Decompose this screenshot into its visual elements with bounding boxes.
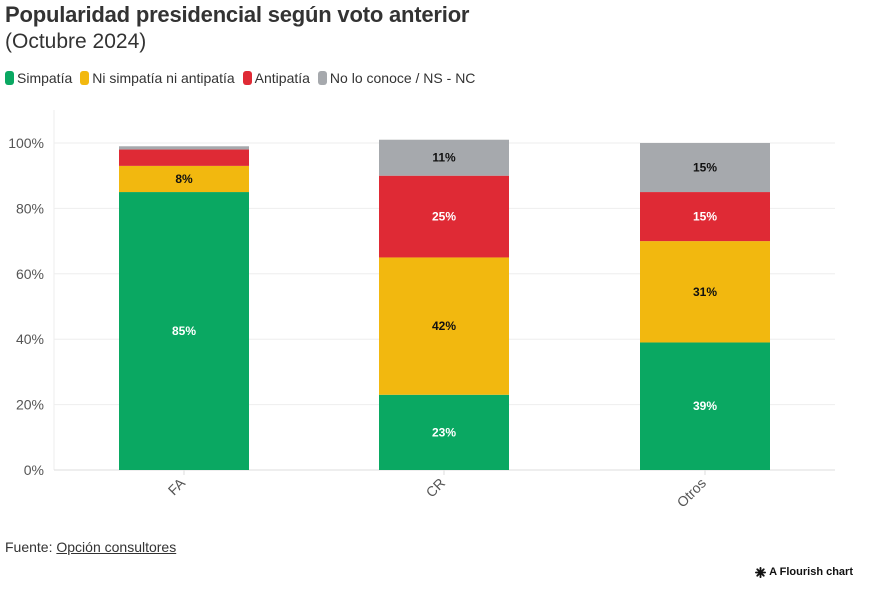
source-prefix: Fuente: <box>5 539 57 555</box>
x-tick-label: CR <box>422 475 448 501</box>
chart-subtitle: (Octubre 2024) <box>5 30 147 53</box>
data-label: 42% <box>432 319 456 333</box>
data-label: 15% <box>693 210 717 224</box>
data-label: 85% <box>172 324 196 338</box>
data-label: 25% <box>432 210 456 224</box>
x-tick-label: FA <box>165 474 189 498</box>
data-label: 15% <box>693 161 717 175</box>
y-tick-label: 100% <box>8 135 44 151</box>
data-label: 8% <box>175 172 193 186</box>
bar-segment <box>640 143 770 193</box>
legend: Simpatía Ni simpatía ni antipatía Antipa… <box>5 70 475 86</box>
bar-segment <box>119 146 249 150</box>
bar-segment <box>119 149 249 166</box>
bar-segment <box>379 394 509 470</box>
bar-segment <box>119 192 249 471</box>
legend-item-neutral[interactable]: Ni simpatía ni antipatía <box>80 70 235 86</box>
legend-item-antipatia[interactable]: Antipatía <box>242 70 310 86</box>
legend-item-no-conoce[interactable]: No lo conoce / NS - NC <box>317 70 476 86</box>
source-link[interactable]: Opción consultores <box>56 539 177 555</box>
legend-swatch <box>5 71 14 85</box>
y-tick-label: 20% <box>16 397 44 413</box>
bar-segment <box>379 257 509 395</box>
bar-segment <box>640 192 770 242</box>
legend-swatch <box>317 71 327 85</box>
legend-item-simpatia[interactable]: Simpatía <box>5 70 72 86</box>
y-tick-label: 80% <box>16 200 44 216</box>
legend-label: No lo conoce / NS - NC <box>329 70 476 86</box>
bar-segment <box>119 165 249 193</box>
flourish-credit-label: A Flourish chart <box>769 566 853 578</box>
flourish-asterisk-icon <box>755 566 767 578</box>
y-tick-label: 0% <box>24 462 44 478</box>
bar-segment <box>379 139 509 176</box>
legend-label: Ni simpatía ni antipatía <box>92 70 235 86</box>
bar-segment <box>640 342 770 470</box>
stacked-bar-chart: 0% 20% 40% 60% 80% 100% 85% 8% FA 23% 42% 25% 11% CR 3… <box>8 110 835 511</box>
y-tick-label: 40% <box>16 331 44 347</box>
legend-label: Antipatía <box>254 70 310 86</box>
bar-segment <box>640 241 770 343</box>
legend-swatch <box>80 71 90 85</box>
y-tick-label: 60% <box>16 266 44 282</box>
legend-label: Simpatía <box>17 70 73 86</box>
source-note: Fuente: Opción consultores <box>5 539 176 555</box>
data-label: 39% <box>693 399 717 413</box>
chart-title: Popularidad presidencial según voto ante… <box>5 2 470 27</box>
legend-swatch <box>242 71 252 85</box>
flourish-credit[interactable]: A Flourish chart <box>755 566 853 578</box>
data-label: 31% <box>693 285 717 299</box>
bar-segment <box>379 175 509 258</box>
data-label: 23% <box>432 425 456 439</box>
data-label: 11% <box>432 151 456 165</box>
x-tick-label: Otros <box>674 475 710 511</box>
